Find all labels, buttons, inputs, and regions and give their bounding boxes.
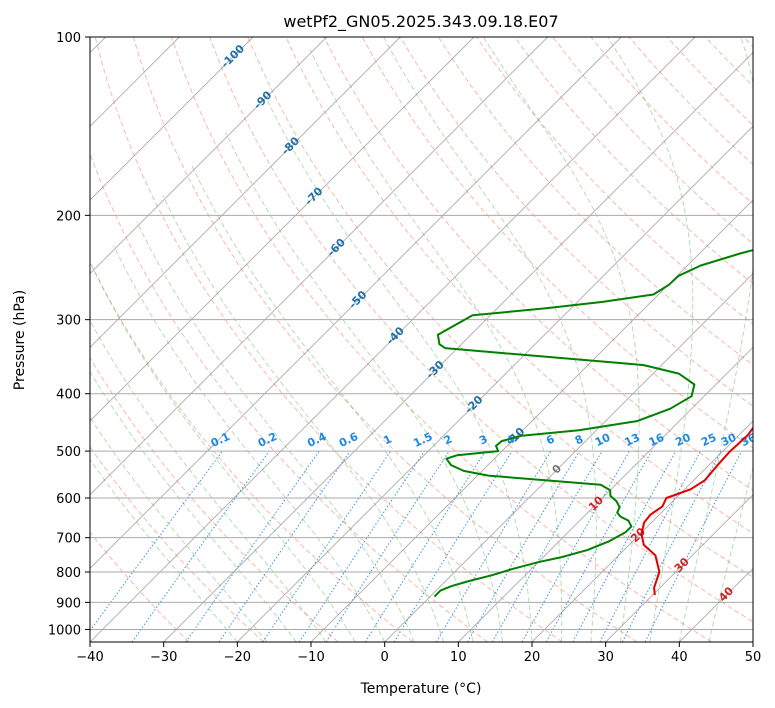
temperature-profile: [640, 426, 753, 596]
dry-adiabat: [209, 37, 753, 623]
mixing-ratio-line: [599, 450, 701, 642]
moist-adiabat: [113, 245, 386, 642]
mixing-ratio-line: [644, 450, 743, 642]
x-axis-label: Temperature (°C): [360, 681, 482, 697]
mixing-ratio-label: 10: [593, 431, 613, 449]
moist-adiabat: [264, 94, 533, 642]
dewpoint-profile: [433, 249, 753, 598]
x-tick-label: 20: [524, 650, 541, 665]
moist-adiabat: [92, 267, 356, 642]
mixing-ratio-line: [90, 450, 223, 632]
mixing-ratio-label: 16: [647, 431, 667, 449]
mixing-ratio-line: [572, 450, 677, 642]
dry-adiabat: [90, 356, 339, 642]
y-tick-label: 600: [56, 492, 81, 507]
y-tick-label: 700: [56, 532, 81, 547]
mixing-ratio-line: [325, 450, 450, 642]
dry-adiabat: [361, 37, 753, 449]
mixing-ratio-label: 30: [719, 431, 739, 449]
y-tick-label: 900: [56, 596, 81, 611]
background-lines: [90, 37, 753, 642]
isotherm: [605, 494, 753, 642]
moist-adiabat: [607, 37, 694, 642]
moist-adiabat: [162, 195, 445, 642]
chart-title: wetPf2_GN05.2025.343.09.18.E07: [283, 12, 558, 32]
y-axis: 100 200 300 400 500 600 700 800 900 1000: [48, 31, 90, 638]
isotherm: [310, 199, 753, 642]
dry-adiabat: [90, 446, 264, 642]
mixing-ratio-labels: 0.1 0.2 0.4 0.6 1 1.5 2 3 4 6 8 10 13 16 20 25 30 36: [209, 430, 759, 450]
isotherm: [90, 37, 327, 275]
moist-adiabat: [678, 37, 753, 642]
x-tick-label: 0: [381, 650, 389, 665]
mixing-ratio-line: [262, 450, 392, 642]
dry-adiabat: [90, 531, 190, 642]
mixing-ratio-line: [521, 450, 630, 642]
moist-adiabat: [90, 458, 238, 642]
isotherm: [384, 273, 753, 642]
mixing-ratio-label: 25: [699, 431, 718, 449]
dry-adiabat: [437, 37, 753, 366]
dry-adiabat: [247, 37, 753, 578]
dry-adiabat: [90, 152, 488, 642]
dry-adiabat: [132, 37, 638, 642]
moist-adiabat: [708, 466, 753, 642]
dry-adiabat: [285, 37, 753, 535]
y-tick-label: 800: [56, 566, 81, 581]
y-tick-label: 200: [56, 209, 81, 224]
plot-frame: [89, 36, 754, 643]
mixing-ratio-line: [435, 450, 552, 642]
x-tick-label: 10: [450, 650, 467, 665]
moist-adiabat: [191, 165, 474, 642]
moist-adiabat: [136, 221, 415, 642]
isotherm: [531, 420, 753, 642]
mixing-ratio-line: [545, 450, 653, 642]
isotherm: [163, 52, 753, 642]
mixing-ratio-label: 20: [673, 431, 693, 449]
y-tick-label: 400: [56, 388, 81, 403]
isotherm: [90, 37, 622, 569]
x-tick-label: −20: [224, 650, 251, 665]
x-tick-label: −40: [76, 650, 103, 665]
x-tick-label: −10: [297, 650, 324, 665]
isotherm: [90, 37, 548, 496]
dry-adiabat: [171, 37, 712, 642]
mixing-ratio-line: [185, 450, 320, 642]
mixing-ratio-line: [621, 450, 722, 642]
mixing-ratio-label: 36: [739, 431, 759, 449]
x-tick-label: 40: [671, 650, 688, 665]
dry-adiabat: [514, 37, 753, 285]
mixing-ratio-line: [393, 450, 513, 642]
mixing-ratio-label: 13: [622, 431, 641, 449]
moist-adiabat: [309, 49, 563, 642]
y-tick-label: 1000: [48, 623, 81, 638]
dry-adiabat: [94, 37, 563, 642]
sounding-profiles: [433, 249, 753, 598]
y-tick-label: 300: [56, 314, 81, 329]
mixing-ratio-line: [218, 450, 351, 642]
dry-adiabat: [399, 37, 753, 407]
moist-adiabat: [482, 37, 640, 642]
x-axis: −40 −30 −20 −10 0 10 20 30 40 50: [76, 642, 761, 665]
mixing-ratio-line: [298, 450, 425, 642]
y-axis-label: Pressure (hPa): [12, 290, 28, 390]
x-tick-label: 50: [745, 650, 762, 665]
mixing-ratio-line: [131, 450, 270, 642]
mixing-ratio-line: [364, 450, 486, 642]
y-tick-label: 100: [56, 31, 81, 46]
isotherm: [458, 346, 753, 642]
x-tick-label: −30: [150, 650, 177, 665]
isotherm: [90, 37, 475, 422]
x-tick-label: 30: [597, 650, 614, 665]
moist-adiabat: [90, 319, 327, 642]
isotherm: [237, 125, 753, 642]
moist-adiabat: [383, 37, 597, 642]
dry-adiabat: [323, 37, 753, 491]
y-tick-label: 500: [56, 445, 81, 460]
isotherm: [90, 37, 401, 348]
isotherm: [90, 37, 696, 642]
isotherm: [90, 37, 254, 201]
